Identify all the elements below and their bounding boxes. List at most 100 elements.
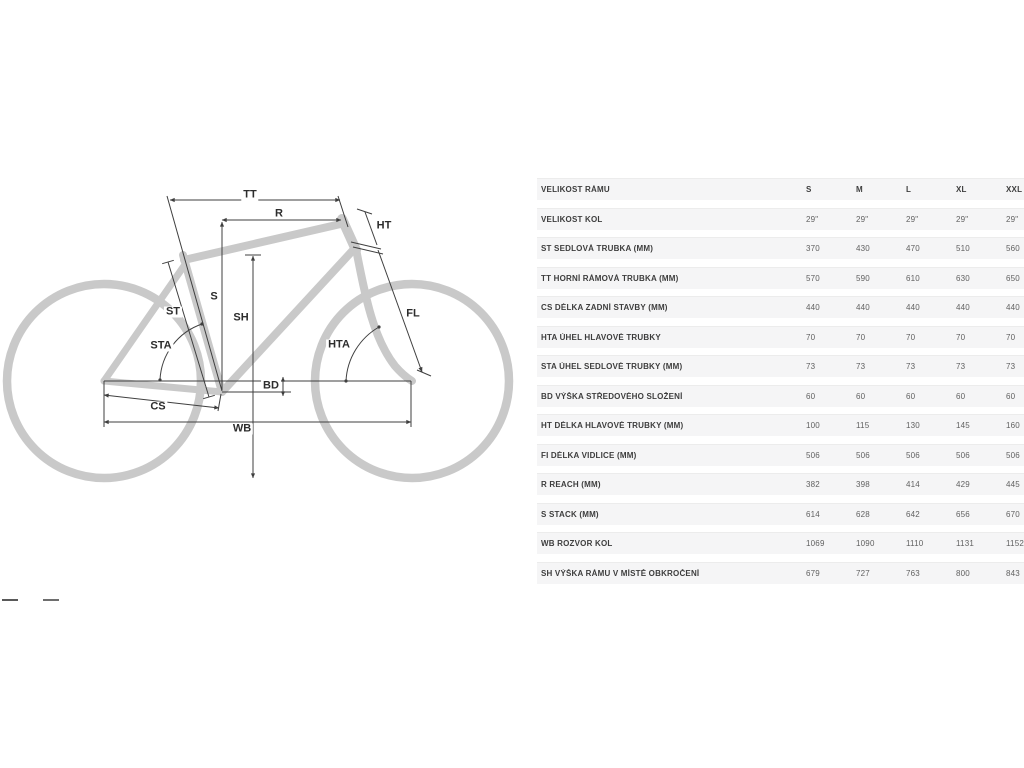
row-value: 679 [806, 568, 820, 578]
row-value: 73 [956, 362, 966, 371]
head-tube [337, 214, 361, 255]
row-label: HT DÉLKA HLAVOVÉ TRUBKY (MM) [541, 421, 684, 430]
ht-top-tick [356, 208, 373, 215]
dim-label-tt: TT [241, 188, 259, 201]
row-value: 800 [956, 568, 970, 578]
row-value: 29" [856, 214, 869, 224]
table-row: HT DÉLKA HLAVOVÉ TRUBKY (MM) 100 115 130 145… [537, 414, 1024, 436]
row-value: 1131 [956, 539, 975, 548]
seatstay-tube [100, 259, 190, 385]
row-value: 440 [956, 303, 970, 312]
dim-label-s: S [208, 290, 220, 303]
row-label: WB ROZVOR KOL [541, 539, 613, 548]
row-value: 70 [956, 332, 966, 342]
ht-dimension-line [364, 211, 378, 246]
row-value: 70 [806, 332, 816, 342]
table-row: SH VÝŠKA RÁMU V MÍSTĚ OBKROČENÍ 679 727 763… [537, 561, 1024, 584]
dim-label-st: ST [163, 305, 183, 318]
row-value: 70 [856, 332, 866, 342]
column-header: XL [956, 185, 967, 194]
table-row: FI DÉLKA VIDLICE (MM) 506 506 506 506 506 [537, 443, 1024, 466]
fork-tube [352, 245, 416, 385]
row-value: 843 [1006, 568, 1020, 578]
row-value: 370 [806, 244, 820, 253]
row-value: 100 [806, 421, 820, 430]
dim-label-ht: HT [374, 219, 394, 232]
row-value: 763 [906, 568, 920, 578]
row-value: 727 [856, 568, 870, 578]
dim-label-hta: HTA [326, 338, 352, 351]
dim-label-r: R [273, 207, 285, 220]
table-header-row: VELIKOST RÁMU S M L XL XXL [537, 178, 1024, 200]
row-value: 670 [1006, 509, 1020, 519]
fl-bottom-tick [416, 369, 432, 377]
fl-dimension-line [377, 249, 423, 373]
crown-line-lower [352, 246, 384, 255]
sta-arc-end-dot [158, 378, 162, 382]
row-value: 630 [956, 273, 970, 283]
column-header: M [856, 185, 863, 194]
row-value: 29" [906, 214, 919, 224]
row-label: R REACH (MM) [541, 480, 601, 489]
row-value: 510 [956, 244, 970, 253]
dim-label-sta: STA [148, 339, 174, 352]
row-value: 70 [1006, 332, 1016, 342]
cropped-dash [43, 599, 59, 601]
row-value: 73 [806, 362, 816, 371]
st-dimension-line [167, 261, 210, 398]
row-value: 1110 [906, 539, 924, 548]
row-value: 160 [1006, 421, 1020, 430]
table-row: R REACH (MM) 382 398 414 429 445 [537, 473, 1024, 495]
row-value: 430 [856, 244, 870, 253]
table-row: CS DÉLKA ZADNÍ STAVBY (MM) 440 440 440 440 44… [537, 296, 1024, 318]
row-value: 506 [1006, 450, 1020, 460]
row-value: 440 [856, 303, 870, 312]
dim-label-fl: FL [404, 307, 422, 320]
seat-axis-extension-line [166, 195, 223, 392]
row-value: 414 [906, 480, 920, 489]
geometry-table: VELIKOST RÁMU S M L XL XXL VELIKOST KOL 29" 29… [537, 178, 1024, 591]
row-label: TT HORNÍ RÁMOVÁ TRUBKA (MM) [541, 273, 679, 283]
row-value: 590 [856, 273, 870, 283]
row-label: STA ÚHEL SEDLOVÉ TRUBKY (MM) [541, 362, 683, 371]
row-value: 440 [906, 303, 920, 312]
row-value: 29" [806, 214, 819, 224]
bike-silhouette [2, 214, 514, 483]
hta-arc-end-dot [344, 379, 348, 383]
row-value: 60 [806, 391, 816, 401]
dim-label-sh: SH [231, 311, 251, 324]
row-value: 70 [906, 332, 916, 342]
table-rows: VELIKOST KOL 29" 29" 29" 29" 29" ST SEDLOVÁ TR… [537, 207, 1024, 584]
row-value: 73 [1006, 362, 1016, 371]
row-value: 610 [906, 273, 920, 283]
row-value: 73 [856, 362, 866, 371]
dim-label-bd: BD [261, 379, 281, 392]
row-value: 642 [906, 509, 920, 519]
row-label: ST SEDLOVÁ TRUBKA (MM) [541, 244, 654, 253]
row-value: 1152 [1006, 539, 1024, 548]
row-value: 130 [906, 421, 920, 430]
table-row: BD VÝŠKA STŘEDOVÉHO SLOŽENÍ 60 60 60 60 60 [537, 384, 1024, 407]
row-value: 60 [906, 391, 916, 401]
row-value: 650 [1006, 273, 1020, 283]
dim-label-cs: CS [148, 400, 168, 413]
row-value: 628 [856, 509, 870, 519]
row-label: HTA ÚHEL HLAVOVÉ TRUBKY [541, 332, 661, 342]
chainstay-tube [100, 377, 226, 396]
st-top-tick [162, 259, 174, 265]
geometry-diagram: TT R HT S SH ST STA HTA FL BD CS WB [0, 0, 530, 640]
cs-extension-tick [217, 393, 222, 412]
row-label: S STACK (MM) [541, 509, 599, 519]
row-label: FI DÉLKA VIDLICE (MM) [541, 450, 637, 460]
row-value: 470 [906, 244, 920, 253]
hta-angle-arc [345, 326, 380, 382]
cropped-dash [2, 599, 18, 601]
crown-line-upper [350, 241, 382, 250]
row-value: 1069 [806, 539, 825, 548]
row-value: 506 [906, 450, 920, 460]
row-value: 29" [1006, 214, 1019, 224]
table-row: S STACK (MM) 614 628 642 656 670 [537, 502, 1024, 525]
row-value: 440 [1006, 303, 1020, 312]
row-value: 60 [956, 391, 966, 401]
row-value: 398 [856, 480, 870, 489]
